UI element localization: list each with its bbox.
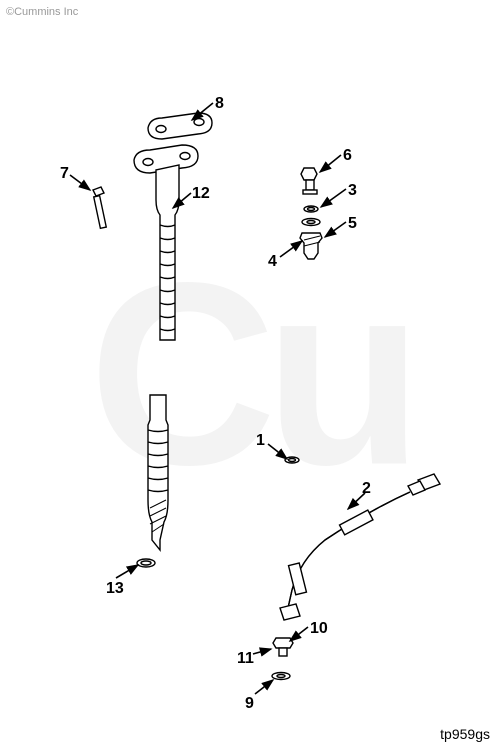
part-7-bolt [93, 187, 106, 228]
part-8-gasket [148, 113, 212, 139]
callout-label-6: 6 [343, 147, 352, 165]
callout-label-13: 13 [106, 580, 124, 598]
callout-label-9: 9 [245, 695, 254, 713]
part-13-oring [137, 559, 155, 567]
callout-label-4: 4 [268, 253, 277, 271]
part-2-hose [280, 474, 440, 620]
callout-label-8: 8 [215, 95, 224, 113]
callout-label-3: 3 [348, 182, 357, 200]
callout-label-5: 5 [348, 215, 357, 233]
part-12-tube-upper [134, 145, 198, 340]
callout-label-11: 11 [237, 650, 254, 668]
callout-label-2: 2 [362, 480, 371, 498]
callout-label-7: 7 [60, 165, 69, 183]
part-10-adapter [273, 638, 293, 656]
callout-label-10: 10 [310, 620, 328, 638]
part-9-washer [272, 673, 290, 680]
part-6-fitting [301, 168, 317, 194]
callout-label-12: 12 [192, 185, 210, 203]
callout-label-1: 1 [256, 432, 265, 450]
part-4-washer [302, 219, 320, 226]
part-3-oring [304, 206, 318, 212]
parts-diagram [0, 0, 500, 750]
part-1-oring [285, 457, 299, 463]
part-5-union [300, 233, 322, 259]
part-12-tube-lower [148, 395, 168, 550]
